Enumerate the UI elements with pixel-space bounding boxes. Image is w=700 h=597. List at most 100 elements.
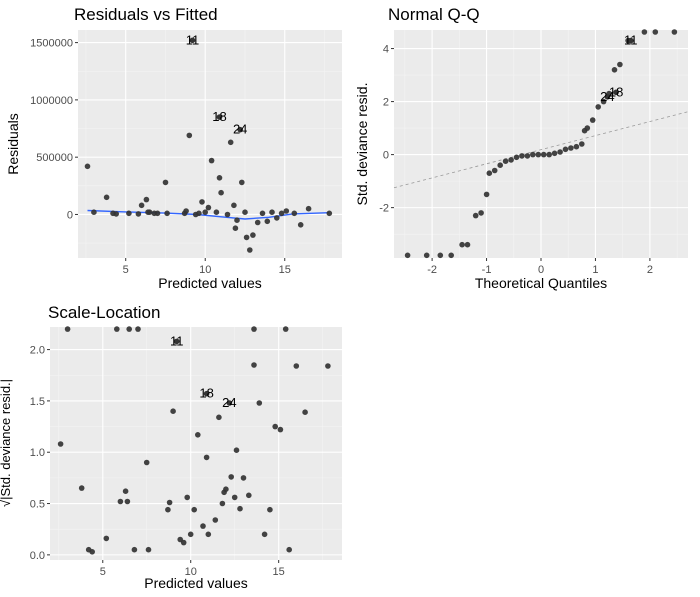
normal-qq-reference-line (393, 111, 689, 189)
residuals-vs-fitted-panel: Residuals vs Fitted 11 18 24 0 500000 100000… (5, 5, 342, 291)
normal-qq-y-axis-label: Std. deviance resid. (354, 83, 370, 206)
normal-qq-data-point-4 (448, 252, 455, 259)
residuals-y-tick-label-500000: 500000 (36, 152, 73, 164)
normal-qq-x-tick-label-1: 1 (592, 264, 598, 276)
scale-location-y-axis-label: √|Std. deviance resid.| (0, 379, 13, 507)
normal-qq-point-label-11: 11 (624, 33, 638, 48)
scale-location-data-point-26 (203, 454, 210, 461)
normal-qq-y-tick-label-2: 2 (383, 97, 389, 109)
scale-location-data-point-15 (145, 546, 152, 553)
scale-location-data-point-12 (131, 546, 138, 553)
normal-qq-data-point-18 (530, 151, 536, 158)
scale-location-point-label-24: 24 (222, 395, 236, 410)
scale-location-data-point-1 (57, 441, 64, 447)
normal-qq-labeled-point-24 (604, 94, 611, 100)
normal-qq-data-point-31 (595, 104, 601, 110)
scale-location-plot-area (50, 327, 342, 560)
residuals-y-tick-label-1500000: 1500000 (30, 38, 73, 50)
normal-qq-data-point-27 (579, 141, 585, 147)
scale-location-data-point-42 (267, 506, 273, 513)
normal-qq-data-point-6 (464, 241, 471, 248)
scale-location-gridlines (50, 327, 342, 560)
scale-location-data-point-21 (184, 494, 190, 501)
scale-location-data-point-36 (237, 505, 243, 512)
normal-qq-data-point-14 (508, 157, 514, 163)
scale-location-data-point-11 (126, 326, 132, 332)
residuals-data-point-24 (208, 157, 215, 164)
scale-location-points (57, 326, 331, 555)
scale-location-x-tick-label-5: 5 (100, 566, 106, 578)
normal-qq-data-point-10 (486, 170, 493, 176)
normal-qq-data-point-1 (404, 252, 411, 259)
scale-location-x-ticks: 5 10 15 (100, 560, 285, 578)
scale-location-x-tick-label-10: 10 (185, 566, 197, 578)
normal-qq-data-point-23 (557, 149, 563, 155)
scale-location-data-point-3 (78, 485, 85, 491)
residuals-labeled-point-24 (237, 126, 243, 133)
normal-qq-x-tick-label-0: 0 (538, 264, 544, 276)
residuals-data-point-8 (138, 202, 145, 209)
residuals-y-axis-label: Residuals (5, 113, 21, 174)
normal-qq-data-point-13 (502, 158, 509, 164)
normal-qq-data-point-32 (600, 98, 607, 105)
residuals-data-point-33 (239, 179, 245, 186)
residuals-data-point-14 (162, 179, 169, 186)
scale-location-y-tick-label-1-5: 1.5 (30, 396, 45, 408)
scale-location-data-point-50 (251, 326, 257, 332)
normal-qq-x-ticks: -2 -1 0 1 2 (427, 258, 653, 276)
normal-qq-data-point-7 (472, 212, 479, 219)
residuals-labeled-point-18 (216, 114, 223, 120)
normal-qq-data-point-25 (568, 145, 574, 151)
residuals-data-point-6 (126, 210, 132, 217)
scale-location-data-point-17 (166, 499, 173, 506)
residuals-data-point-18 (186, 132, 193, 139)
residuals-data-point-47 (305, 205, 312, 212)
scale-location-data-point-37 (240, 475, 247, 481)
scale-location-data-point-13 (135, 326, 141, 332)
normal-qq-data-point-30 (589, 117, 596, 123)
residuals-data-point-42 (274, 215, 280, 221)
residuals-x-ticks: 5 10 15 (123, 258, 291, 276)
scale-location-data-point-43 (272, 423, 279, 430)
residuals-y-ticks: 0 500000 1000000 1500000 (30, 38, 78, 221)
scale-location-data-point-44 (277, 426, 284, 433)
scale-location-data-point-41 (261, 531, 268, 538)
residuals-data-point-45 (291, 210, 298, 217)
scale-location-annotations: 11 18 24 (170, 333, 237, 410)
residuals-data-point-41 (269, 209, 275, 215)
normal-qq-data-point-17 (524, 153, 531, 159)
normal-qq-data-point-2 (423, 252, 430, 259)
normal-qq-y-tick-label-2: -2 (379, 203, 389, 215)
residuals-x-tick-label-10: 10 (199, 264, 211, 276)
residuals-data-point-17 (183, 208, 189, 214)
residuals-data-point-27 (218, 189, 224, 196)
scale-location-y-tick-label-0-0: 0.0 (30, 550, 45, 562)
residuals-data-point-3 (103, 194, 110, 201)
scale-location-data-point-40 (256, 400, 263, 406)
residuals-data-point-7 (135, 211, 142, 217)
residuals-point-label-11: 11 (186, 32, 200, 47)
normal-qq-data-point-9 (483, 191, 490, 198)
normal-qq-data-point-15 (513, 154, 520, 161)
normal-qq-data-point-12 (497, 162, 504, 168)
scale-location-data-point-28 (212, 517, 219, 523)
residuals-data-point-32 (234, 217, 240, 223)
scale-location-y-tick-label-0-5: 0.5 (30, 499, 45, 511)
scale-location-data-point-25 (200, 523, 206, 529)
residuals-data-point-22 (202, 209, 208, 215)
normal-qq-data-point-24 (562, 146, 569, 153)
normal-qq-data-point-39 (671, 29, 678, 35)
residuals-data-point-30 (231, 202, 237, 209)
normal-qq-x-axis-label: Theoretical Quantiles (475, 275, 607, 291)
residuals-data-point-35 (243, 234, 250, 241)
scale-location-data-point-2 (64, 326, 71, 332)
scale-location-point-label-18: 18 (199, 386, 213, 401)
residuals-data-point-25 (213, 209, 220, 215)
residuals-data-point-13 (154, 210, 161, 217)
residuals-data-point-43 (278, 210, 285, 217)
normal-qq-data-point-34 (611, 67, 618, 73)
scale-location-data-point-35 (233, 447, 240, 454)
residuals-data-point-28 (224, 211, 231, 218)
normal-qq-points (404, 29, 678, 259)
